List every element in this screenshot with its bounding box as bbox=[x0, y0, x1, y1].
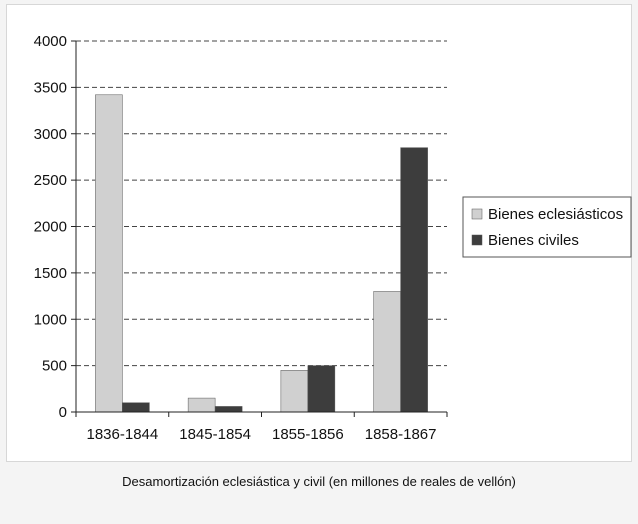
bar-civiles-0 bbox=[122, 402, 150, 413]
figure-caption: Desamortización eclesiástica y civil (en… bbox=[122, 474, 516, 489]
legend-box bbox=[462, 196, 632, 258]
y-tick-label: 3000 bbox=[34, 126, 67, 143]
y-tick-label: 3500 bbox=[34, 79, 67, 96]
y-tick-label: 1000 bbox=[34, 311, 67, 328]
y-tick-label: 0 bbox=[59, 404, 67, 421]
y-tick-label: 2500 bbox=[34, 172, 67, 189]
x-tick-label: 1845-1854 bbox=[179, 426, 251, 443]
y-tick-label: 2000 bbox=[34, 219, 67, 236]
bar-civiles-2 bbox=[307, 365, 336, 413]
y-tick-label: 1500 bbox=[34, 265, 67, 282]
y-tick-label: 4000 bbox=[34, 33, 67, 50]
axes: 0 500 1000 1500 2000 2500 3000 3500 4000 1836-184… bbox=[34, 33, 448, 443]
gridlines bbox=[76, 40, 447, 367]
bars bbox=[95, 94, 428, 413]
bar-eclesiasticos-0 bbox=[95, 94, 123, 413]
bar-civiles-1 bbox=[214, 406, 243, 413]
chart-frame: 0 500 1000 1500 2000 2500 3000 3500 4000 1836-184… bbox=[6, 4, 632, 462]
y-tick-label: 500 bbox=[42, 358, 67, 375]
x-tick-label: 1858-1867 bbox=[365, 426, 437, 443]
bar-civiles-3 bbox=[400, 147, 428, 413]
bar-eclesiasticos-1 bbox=[187, 397, 216, 413]
legend-label: Bienes civiles bbox=[488, 232, 579, 249]
x-tick-label: 1836-1844 bbox=[87, 426, 159, 443]
legend-swatch bbox=[471, 234, 483, 246]
bar-eclesiasticos-3 bbox=[373, 291, 401, 413]
legend-label: Bienes eclesiásticos bbox=[488, 206, 623, 223]
legend-swatch bbox=[471, 208, 483, 220]
legend: Bienes eclesiásticos Bienes civiles bbox=[462, 196, 632, 258]
bar-eclesiasticos-2 bbox=[280, 370, 309, 413]
bar-chart: 0 500 1000 1500 2000 2500 3000 3500 4000 1836-184… bbox=[34, 33, 632, 443]
x-tick-label: 1855-1856 bbox=[272, 426, 344, 443]
